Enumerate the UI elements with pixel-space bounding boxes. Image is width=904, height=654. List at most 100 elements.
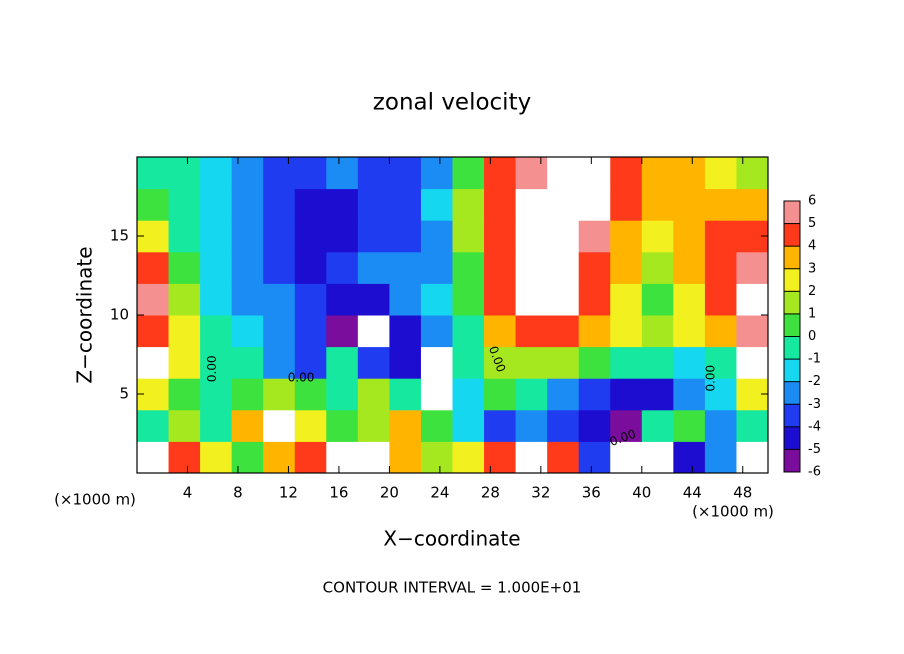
- y-tick-label: 10: [110, 306, 129, 324]
- cell: [704, 220, 737, 253]
- cell: [452, 378, 485, 411]
- cell: [420, 378, 453, 411]
- cell: [704, 346, 737, 379]
- cell: [420, 220, 453, 253]
- cell: [484, 346, 517, 379]
- cell: [389, 157, 422, 190]
- x-tick-label: 32: [531, 484, 550, 502]
- cell: [263, 157, 296, 190]
- cell: [736, 251, 768, 284]
- cell: [137, 157, 170, 190]
- cell: [484, 251, 517, 284]
- cell: [326, 441, 359, 473]
- cell: [294, 409, 327, 442]
- cell: [263, 220, 296, 253]
- colorbar-band: [784, 381, 800, 405]
- cell: [673, 251, 706, 284]
- cell: [326, 283, 359, 316]
- colorbar-band: [784, 291, 800, 314]
- colorbar-label: -6: [808, 465, 821, 480]
- cell: [294, 378, 327, 411]
- cell: [231, 283, 264, 316]
- field: [137, 157, 768, 473]
- cell: [357, 378, 390, 411]
- cell: [263, 315, 296, 348]
- chart-title: zonal velocity: [373, 90, 531, 116]
- cell: [357, 188, 390, 221]
- cell: [578, 315, 611, 348]
- x-tick-label: 20: [380, 484, 399, 502]
- cell: [515, 315, 548, 348]
- colorbar-label: 1: [808, 306, 816, 321]
- cell: [357, 409, 390, 442]
- cell: [294, 441, 327, 473]
- cell: [326, 188, 359, 221]
- cell: [200, 409, 233, 442]
- y-tick-label: 15: [110, 227, 129, 245]
- colorbar-label: -1: [808, 352, 821, 367]
- colorbar-label: 0: [808, 329, 816, 344]
- cell: [231, 188, 264, 221]
- cell: [452, 188, 485, 221]
- colorbar-band: [784, 359, 800, 382]
- cell: [515, 283, 548, 316]
- cell: [641, 220, 674, 253]
- x-tick-label: 16: [329, 484, 348, 502]
- cell: [610, 346, 643, 379]
- cell: [610, 251, 643, 284]
- cell: [294, 157, 327, 190]
- cell: [704, 188, 737, 221]
- cell: [673, 315, 706, 348]
- cell: [736, 409, 768, 442]
- cell: [389, 441, 422, 473]
- cell: [200, 346, 233, 379]
- colorbar-band: [784, 336, 800, 360]
- cell: [263, 188, 296, 221]
- cell: [231, 409, 264, 442]
- colorbar-band: [784, 404, 800, 427]
- cell: [168, 346, 201, 379]
- cell: [547, 220, 580, 253]
- x-tick-label: 40: [632, 484, 651, 502]
- colorbar-label: 2: [808, 284, 816, 299]
- cell: [484, 441, 517, 473]
- cell: [200, 378, 233, 411]
- cell: [515, 346, 548, 379]
- cell: [200, 441, 233, 473]
- cell: [641, 409, 674, 442]
- cell: [673, 346, 706, 379]
- cell: [547, 441, 580, 473]
- cell: [736, 188, 768, 221]
- cell: [420, 188, 453, 221]
- cell: [420, 315, 453, 348]
- cell: [294, 283, 327, 316]
- cell: [704, 283, 737, 316]
- cell: [200, 283, 233, 316]
- cell: [673, 283, 706, 316]
- cell: [137, 315, 170, 348]
- cell: [231, 220, 264, 253]
- cell: [610, 441, 643, 473]
- x-tick-label: 36: [582, 484, 601, 502]
- cell: [231, 315, 264, 348]
- cell: [294, 315, 327, 348]
- cell: [515, 188, 548, 221]
- cell: [389, 251, 422, 284]
- cell: [168, 441, 201, 473]
- contour-label: 0.00: [704, 365, 718, 392]
- colorbar-label: -5: [808, 442, 821, 457]
- cell: [357, 251, 390, 284]
- cell: [420, 283, 453, 316]
- colorbar-band: [784, 449, 800, 472]
- x-tick-label: 12: [279, 484, 298, 502]
- cell: [231, 157, 264, 190]
- cell: [515, 157, 548, 190]
- cell: [231, 346, 264, 379]
- cell: [294, 188, 327, 221]
- cell: [294, 346, 327, 379]
- cell: [641, 157, 674, 190]
- colorbar-band: [784, 268, 800, 292]
- cell: [326, 378, 359, 411]
- x-tick-label: 28: [481, 484, 500, 502]
- cell: [168, 157, 201, 190]
